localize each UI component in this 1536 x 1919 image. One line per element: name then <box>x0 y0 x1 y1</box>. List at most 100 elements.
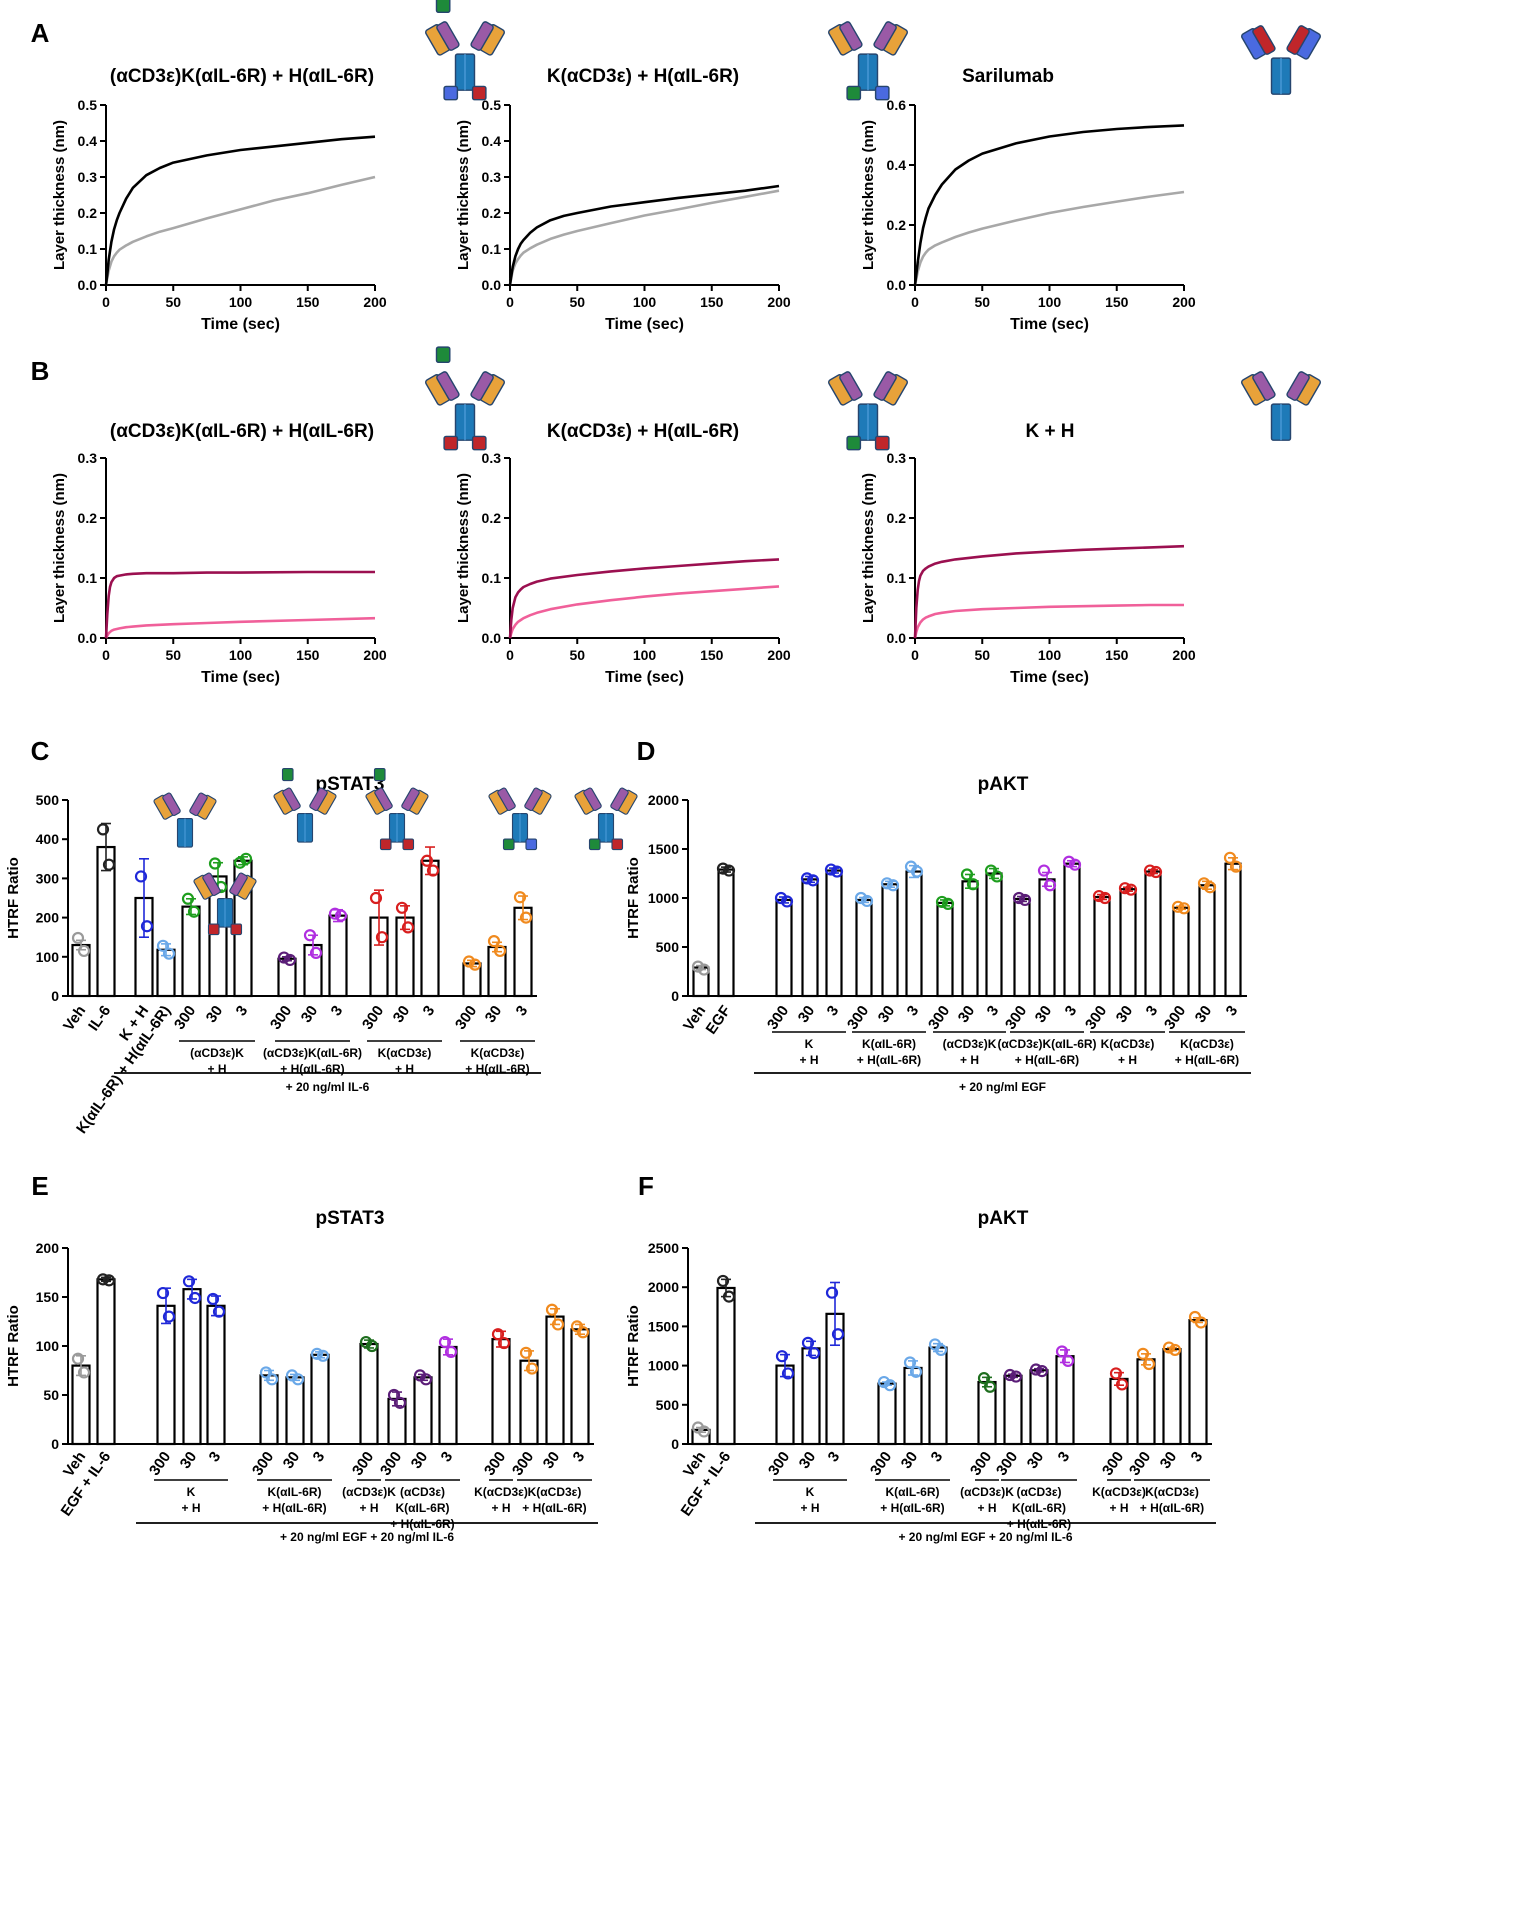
bar <box>928 1346 948 1446</box>
category-label: 30 <box>1024 1449 1047 1472</box>
chart-title: K(αCD3ε) + H(αIL-6R) <box>547 66 739 87</box>
antibody-fab-left-light <box>436 21 460 51</box>
antibody-fab-left-light <box>162 792 181 816</box>
group-label: K(αIL-6R) <box>1012 1501 1066 1515</box>
category-label: 3 <box>824 1003 843 1020</box>
category-label: 300 <box>925 1003 953 1033</box>
bar <box>903 1366 923 1446</box>
data-point <box>420 854 434 867</box>
series-line <box>104 135 376 286</box>
data-point <box>206 1292 220 1306</box>
x-tick-label: 100 <box>633 647 657 663</box>
data-point <box>1003 1368 1017 1382</box>
bar <box>1119 888 1137 998</box>
y-tick-label: 0.0 <box>482 277 502 293</box>
bar <box>1224 862 1242 998</box>
chart-title: Sarilumab <box>962 66 1054 87</box>
antibody-tag-left <box>588 838 601 851</box>
group-label: K <box>806 1485 815 1499</box>
group-label: K <box>187 1485 196 1499</box>
data-point <box>239 852 253 865</box>
antibody-fab-right-light <box>309 787 328 811</box>
category-label: 30 <box>177 1449 200 1472</box>
antibody-diagram-icon <box>273 767 337 843</box>
data-point <box>188 1291 202 1305</box>
category-label: 300 <box>146 1449 174 1479</box>
x-axis-label: Time (sec) <box>1010 669 1089 686</box>
y-tick-label: 200 <box>36 1240 60 1256</box>
y-tick-label: 50 <box>43 1387 59 1403</box>
data-point <box>369 891 383 905</box>
x-tick-label: 100 <box>1038 647 1062 663</box>
bar <box>71 943 91 998</box>
data-point <box>801 1336 815 1349</box>
bar <box>96 1278 116 1446</box>
category-label: 300 <box>844 1003 872 1033</box>
category-label: 300 <box>764 1003 792 1033</box>
bar <box>1136 1358 1156 1446</box>
y-tick-label: 0.2 <box>482 205 502 221</box>
data-point <box>935 895 949 909</box>
bar <box>156 1304 176 1446</box>
data-point <box>697 963 711 976</box>
group-label: (αCD3ε)K <box>943 1037 997 1051</box>
data-point <box>941 897 955 910</box>
chart-title: (αCD3ε)K(αIL-6R) + H(αIL-6R) <box>110 421 374 442</box>
data-point <box>775 1350 789 1363</box>
bar <box>285 1376 305 1446</box>
data-point <box>824 863 838 876</box>
antibody-diagram-icon <box>1241 25 1321 95</box>
antibody-fab-right-light <box>873 371 897 401</box>
y-tick-label: 500 <box>656 939 680 955</box>
category-label: 300 <box>1161 1003 1189 1033</box>
x-tick-label: 150 <box>1105 294 1129 310</box>
antibody-tag-left <box>502 838 515 851</box>
antibody-tag-top <box>373 767 386 782</box>
y-tick-label: 0.0 <box>482 630 502 646</box>
data-point <box>1162 1341 1176 1354</box>
series-line <box>508 585 780 639</box>
antibody-fab-right-light <box>401 787 420 811</box>
category-label: 300 <box>171 1003 199 1033</box>
antibody-tag-top <box>281 767 294 782</box>
data-point <box>774 891 788 905</box>
bar <box>259 1374 279 1446</box>
category-label: 30 <box>795 1003 818 1026</box>
y-tick-label: 2000 <box>648 792 679 808</box>
group-label: K(αCD3ε) <box>528 1485 582 1499</box>
x-tick-label: 100 <box>633 294 657 310</box>
data-point <box>401 921 415 934</box>
y-tick-label: 0.1 <box>482 241 502 257</box>
data-point <box>990 870 1004 883</box>
y-axis-label: HTRF Ratio <box>625 857 642 939</box>
category-label: 30 <box>390 1003 413 1026</box>
bar <box>905 870 923 998</box>
x-tick-label: 200 <box>767 647 791 663</box>
data-point <box>134 870 148 883</box>
data-point <box>71 931 85 945</box>
data-point <box>910 865 924 878</box>
group-label: (αCD3ε) <box>400 1485 445 1499</box>
x-tick-label: 0 <box>102 647 110 663</box>
data-point <box>1136 1347 1150 1360</box>
group-label: + H <box>181 1501 200 1515</box>
data-point <box>807 1346 821 1360</box>
y-tick-label: 0.1 <box>482 570 502 586</box>
y-tick-label: 0.2 <box>78 510 98 526</box>
category-label: 300 <box>1002 1003 1030 1033</box>
y-tick-label: 0 <box>51 988 59 1004</box>
data-point <box>444 1345 458 1358</box>
y-tick-label: 0.0 <box>78 630 98 646</box>
series-line <box>508 558 780 639</box>
data-point <box>1115 1378 1129 1391</box>
series-line <box>508 184 780 286</box>
panel-label: F <box>638 1171 654 1201</box>
data-point <box>187 905 201 918</box>
antibody-fab-left-light <box>839 371 863 401</box>
antibody-fab-right-light <box>610 787 629 811</box>
x-tick-label: 0 <box>506 647 514 663</box>
x-tick-label: 50 <box>569 647 585 663</box>
y-tick-label: 0.2 <box>78 205 98 221</box>
data-point <box>365 1339 379 1353</box>
bar <box>985 872 1003 998</box>
